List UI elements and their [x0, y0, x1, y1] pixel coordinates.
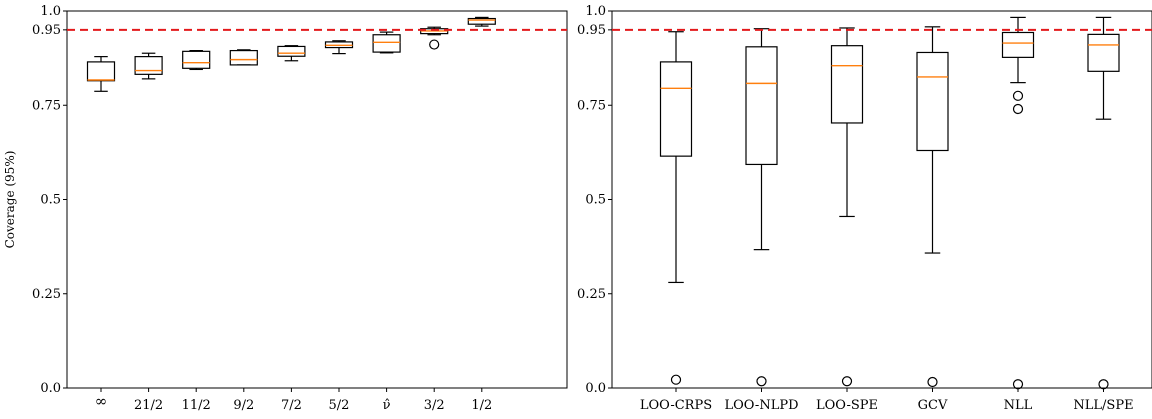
right-box — [659, 61, 693, 157]
right-plot-frame — [611, 10, 1152, 389]
left-x-tick-label: 11/2 — [182, 398, 211, 413]
right-y-tick-label: 0.25 — [577, 287, 606, 302]
right-x-tick-label: NLL — [1004, 398, 1033, 413]
right-y-tick-label: 0.75 — [577, 98, 606, 113]
left-x-tick-label: ∞ — [95, 392, 108, 410]
left-box — [467, 17, 496, 25]
left-x-tick-label: 9/2 — [233, 398, 254, 413]
left-x-tick-label: ν̂ — [383, 398, 391, 413]
right-x-tick-label: LOO-SPE — [816, 398, 878, 413]
left-box — [277, 45, 306, 57]
left-outlier-point — [429, 39, 440, 50]
left-x-tick-label: 7/2 — [281, 398, 302, 413]
left-y-axis-label: Coverage (95%) — [3, 151, 17, 249]
left-x-tick-label: 1/2 — [471, 398, 492, 413]
right-outlier-point — [927, 376, 938, 388]
left-box — [229, 49, 258, 66]
right-outlier-point — [756, 376, 767, 387]
right-y-tick-label: 1.0 — [585, 4, 606, 19]
right-outlier-point — [1012, 90, 1024, 101]
right-outlier-point — [1012, 379, 1024, 390]
right-box — [1001, 31, 1035, 58]
left-box — [86, 61, 116, 82]
right-box — [916, 51, 949, 152]
right-y-tick-label: 0.0 — [585, 381, 606, 396]
right-x-tick-label: LOO-CRPS — [640, 398, 712, 413]
right-x-tick-label: NLL/SPE — [1073, 398, 1133, 413]
right-outlier-point — [841, 376, 853, 387]
right-y-tick-label: 0.95 — [577, 23, 606, 38]
left-y-tick-label: 0.0 — [40, 381, 61, 396]
right-outlier-point — [1098, 379, 1109, 390]
left-x-tick-label: 21/2 — [134, 398, 163, 413]
left-plot-frame — [66, 10, 568, 389]
left-y-tick-label: 0.5 — [40, 193, 61, 208]
left-x-tick-label: 3/2 — [424, 398, 445, 413]
left-x-tick-label: 5/2 — [329, 398, 350, 413]
right-outlier-point — [670, 374, 682, 385]
right-outlier-point — [1012, 103, 1024, 115]
right-x-tick-label: GCV — [918, 398, 948, 413]
left-box — [182, 50, 211, 69]
right-box — [1087, 33, 1120, 72]
right-box — [745, 46, 778, 166]
left-y-tick-label: 0.95 — [32, 23, 61, 38]
right-y-tick-label: 0.5 — [585, 193, 606, 208]
left-y-tick-label: 0.25 — [32, 287, 61, 302]
left-y-tick-label: 1.0 — [40, 4, 61, 19]
left-y-tick-label: 0.75 — [32, 98, 61, 113]
left-box — [134, 56, 163, 75]
right-box — [830, 45, 864, 124]
left-box — [372, 34, 401, 53]
right-x-tick-label: LOO-NLPD — [725, 398, 799, 413]
